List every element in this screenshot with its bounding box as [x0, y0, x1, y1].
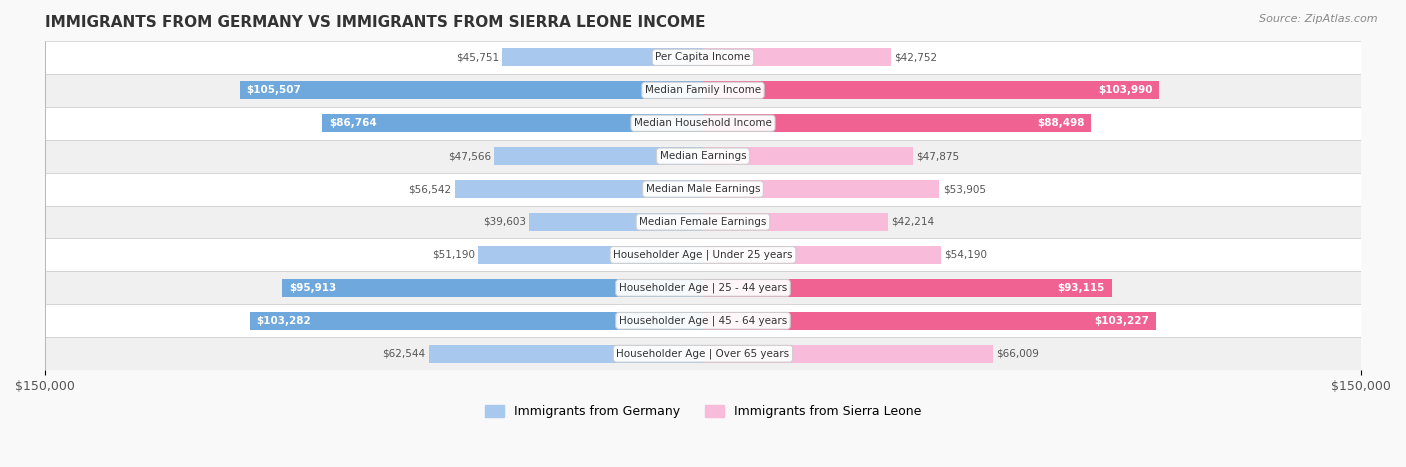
Text: $93,115: $93,115	[1057, 283, 1105, 293]
Text: $51,190: $51,190	[432, 250, 475, 260]
Bar	[322, 114, 703, 132]
Bar	[240, 81, 703, 99]
Bar	[45, 304, 1361, 337]
Text: Householder Age | Over 65 years: Householder Age | Over 65 years	[616, 348, 790, 359]
Bar	[703, 147, 912, 165]
Text: $45,751: $45,751	[456, 52, 499, 63]
Bar	[45, 107, 1361, 140]
Text: $42,214: $42,214	[891, 217, 935, 227]
Bar	[703, 180, 939, 198]
Bar	[45, 239, 1361, 271]
Bar	[502, 48, 703, 66]
Bar	[703, 213, 889, 231]
Bar	[703, 48, 890, 66]
Bar	[703, 279, 1112, 297]
Bar	[703, 345, 993, 363]
Bar	[478, 246, 703, 264]
Text: Median Household Income: Median Household Income	[634, 118, 772, 128]
Text: $105,507: $105,507	[246, 85, 302, 95]
Text: Median Female Earnings: Median Female Earnings	[640, 217, 766, 227]
Text: Householder Age | Under 25 years: Householder Age | Under 25 years	[613, 250, 793, 260]
Text: $86,764: $86,764	[329, 118, 377, 128]
Bar	[703, 246, 941, 264]
Text: $103,227: $103,227	[1094, 316, 1149, 326]
Bar	[703, 312, 1156, 330]
Text: Householder Age | 25 - 44 years: Householder Age | 25 - 44 years	[619, 283, 787, 293]
Text: Source: ZipAtlas.com: Source: ZipAtlas.com	[1260, 14, 1378, 24]
Text: Median Family Income: Median Family Income	[645, 85, 761, 95]
Text: IMMIGRANTS FROM GERMANY VS IMMIGRANTS FROM SIERRA LEONE INCOME: IMMIGRANTS FROM GERMANY VS IMMIGRANTS FR…	[45, 15, 706, 30]
Text: $47,875: $47,875	[917, 151, 959, 161]
Text: $66,009: $66,009	[995, 349, 1039, 359]
Bar	[45, 337, 1361, 370]
Text: $62,544: $62,544	[382, 349, 426, 359]
Text: $42,752: $42,752	[894, 52, 936, 63]
Bar	[529, 213, 703, 231]
Bar	[45, 173, 1361, 205]
Bar	[45, 205, 1361, 239]
Bar	[495, 147, 703, 165]
Text: $103,282: $103,282	[256, 316, 311, 326]
Bar	[703, 81, 1159, 99]
Bar	[703, 114, 1091, 132]
Text: Median Earnings: Median Earnings	[659, 151, 747, 161]
Bar	[45, 271, 1361, 304]
Text: $39,603: $39,603	[484, 217, 526, 227]
Text: $54,190: $54,190	[943, 250, 987, 260]
Bar	[45, 41, 1361, 74]
Legend: Immigrants from Germany, Immigrants from Sierra Leone: Immigrants from Germany, Immigrants from…	[479, 400, 927, 423]
Text: $103,990: $103,990	[1098, 85, 1153, 95]
Bar	[429, 345, 703, 363]
Text: Median Male Earnings: Median Male Earnings	[645, 184, 761, 194]
Bar	[45, 74, 1361, 107]
Text: $56,542: $56,542	[409, 184, 451, 194]
Text: $88,498: $88,498	[1038, 118, 1084, 128]
Text: $53,905: $53,905	[943, 184, 986, 194]
Text: $95,913: $95,913	[288, 283, 336, 293]
Bar	[45, 140, 1361, 173]
Bar	[250, 312, 703, 330]
Bar	[456, 180, 703, 198]
Text: Householder Age | 45 - 64 years: Householder Age | 45 - 64 years	[619, 316, 787, 326]
Text: Per Capita Income: Per Capita Income	[655, 52, 751, 63]
Bar	[283, 279, 703, 297]
Text: $47,566: $47,566	[449, 151, 491, 161]
